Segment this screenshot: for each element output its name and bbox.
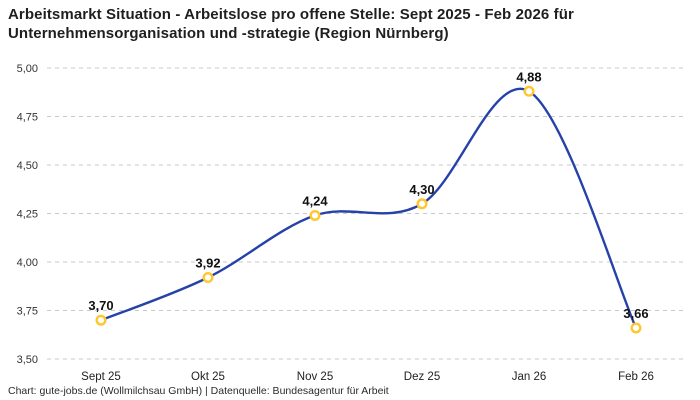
data-point-marker	[309, 209, 321, 221]
series-line	[99, 87, 638, 330]
data-point-label: 3,92	[195, 256, 220, 271]
data-point-label: 3,66	[623, 306, 648, 321]
data-point-label: 4,88	[516, 69, 541, 84]
data-point-marker	[95, 314, 107, 326]
y-axis-tick-label: 4,00	[17, 257, 38, 269]
data-point-marker	[523, 85, 535, 97]
x-axis-tick-label: Sept 25	[81, 371, 121, 383]
x-axis-tick-label: Dez 25	[404, 371, 440, 383]
x-axis-tick-label: Feb 26	[618, 371, 654, 383]
data-point-marker	[630, 322, 642, 334]
y-axis-tick-label: 5,00	[17, 63, 38, 75]
y-axis-labels-group: 5,00 4,75 4,50 4,25 4,00 3,75 3,50	[17, 63, 38, 366]
x-axis-tick-label: Nov 25	[297, 371, 333, 383]
chart-title: Arbeitsmarkt Situation - Arbeitslose pro…	[8, 6, 574, 43]
data-point-label: 3,70	[88, 298, 113, 313]
x-axis-tick-label: Okt 25	[191, 371, 225, 383]
data-point-marker	[202, 272, 214, 284]
markers-group	[95, 85, 642, 334]
x-axis-tick-label: Jan 26	[512, 371, 547, 383]
chart-credit: Chart: gute-jobs.de (Wollmilchsau GmbH) …	[8, 385, 389, 397]
data-point-label: 4,30	[409, 182, 434, 197]
x-axis-labels-group: Sept 25 Okt 25 Nov 25 Dez 25 Jan 26 Feb 26	[81, 371, 654, 383]
y-axis-tick-label: 3,50	[17, 354, 38, 366]
y-axis-tick-label: 3,75	[17, 306, 38, 318]
series-group	[99, 87, 638, 330]
y-axis-tick-label: 4,50	[17, 160, 38, 172]
data-point-marker	[416, 198, 428, 210]
point-labels-group: 3,70 3,92 4,24 4,30 4,88 3,66	[88, 69, 648, 321]
data-point-label: 4,24	[302, 193, 328, 208]
y-axis-tick-label: 4,75	[17, 112, 38, 124]
y-axis-tick-label: 4,25	[17, 209, 38, 221]
